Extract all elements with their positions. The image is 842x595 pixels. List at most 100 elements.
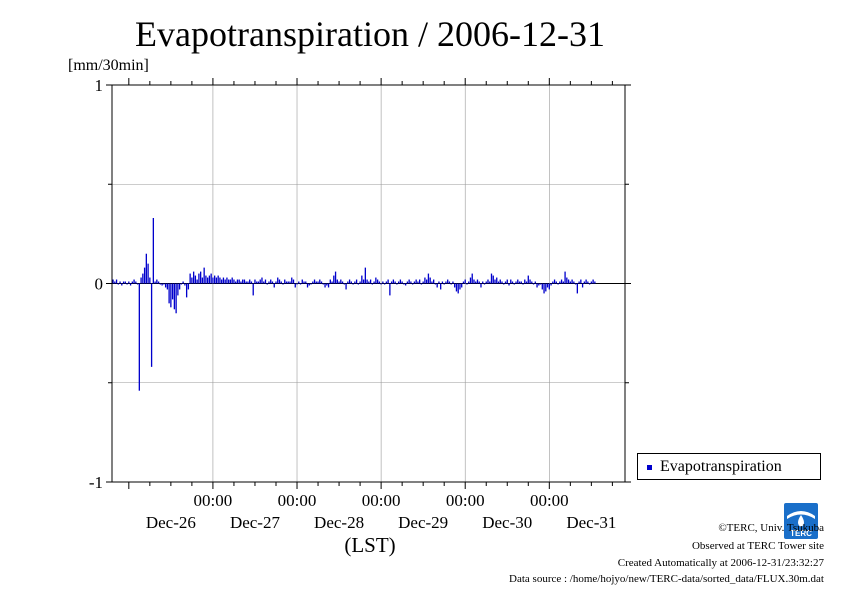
bar xyxy=(380,283,382,285)
bar xyxy=(590,281,593,284)
bar xyxy=(333,275,335,284)
bar xyxy=(482,281,484,284)
legend: Evapotranspiration xyxy=(637,453,821,480)
x-tick-time-label: 00:00 xyxy=(530,491,569,510)
bar xyxy=(497,281,500,284)
bar xyxy=(240,281,242,284)
bar xyxy=(273,283,275,288)
bar xyxy=(553,279,556,284)
bar xyxy=(312,281,314,284)
bar xyxy=(359,281,361,284)
bar xyxy=(375,277,377,284)
bar xyxy=(243,279,246,284)
x-tick-time-label: 00:00 xyxy=(446,491,485,510)
bar xyxy=(229,279,232,284)
bar xyxy=(175,283,177,314)
bar xyxy=(413,281,416,284)
bar xyxy=(334,271,337,284)
bar xyxy=(508,283,510,286)
bar xyxy=(396,283,398,285)
bar xyxy=(445,281,447,284)
bar xyxy=(548,283,550,290)
bar xyxy=(368,281,370,284)
legend-swatch xyxy=(647,465,652,470)
bar xyxy=(580,279,582,284)
x-axis: 00:00 Dec-26 00:00 Dec-27 00:00 Dec-28 00:00 De… xyxy=(128,78,616,532)
bar xyxy=(224,279,226,284)
bar xyxy=(235,281,237,284)
bar xyxy=(571,279,573,284)
bar xyxy=(592,279,594,284)
bar xyxy=(205,275,207,284)
bar xyxy=(426,279,428,284)
bar xyxy=(124,281,126,284)
x-tick-time-label: 00:00 xyxy=(278,491,317,510)
bar xyxy=(299,283,302,285)
bar xyxy=(252,283,254,296)
bar xyxy=(511,281,514,284)
bar xyxy=(531,281,533,284)
bar xyxy=(308,283,310,286)
bar xyxy=(173,283,176,310)
y-tick-label: 0 xyxy=(95,275,104,294)
bar xyxy=(161,283,163,286)
bar xyxy=(112,279,114,284)
bar xyxy=(354,281,356,284)
bar xyxy=(362,279,365,284)
bar xyxy=(496,277,498,284)
bar xyxy=(576,283,579,294)
x-tick-date-label: Dec-27 xyxy=(230,513,281,532)
bar xyxy=(114,281,116,284)
bar xyxy=(364,267,367,284)
bar xyxy=(385,281,388,284)
bar xyxy=(459,283,461,290)
bar xyxy=(520,281,522,284)
bar xyxy=(189,273,191,284)
bar xyxy=(464,279,466,284)
bar xyxy=(475,281,477,284)
bar xyxy=(319,279,321,284)
bar xyxy=(192,271,195,284)
bar xyxy=(454,283,456,288)
bar xyxy=(436,283,438,288)
bar xyxy=(292,279,295,284)
bar xyxy=(574,283,577,285)
bar xyxy=(473,279,475,284)
bar xyxy=(371,283,374,285)
bar xyxy=(355,279,358,284)
bar xyxy=(166,283,169,290)
credit-created: Created Automatically at 2006-12-31/23:3… xyxy=(617,557,824,569)
bar xyxy=(257,281,260,284)
x-tick-date-label: Dec-26 xyxy=(146,513,196,532)
bar xyxy=(415,279,417,284)
bar xyxy=(357,283,359,285)
x-tick-date-label: Dec-29 xyxy=(398,513,448,532)
bar xyxy=(331,281,333,284)
bar xyxy=(157,281,160,284)
bar xyxy=(522,283,524,285)
bar xyxy=(585,279,587,284)
bar xyxy=(256,281,258,284)
bar xyxy=(215,277,218,284)
bar xyxy=(271,281,274,284)
bar xyxy=(373,281,375,284)
bar xyxy=(131,281,133,284)
bar xyxy=(259,279,261,284)
bar xyxy=(457,283,459,294)
bar xyxy=(361,275,363,284)
bar xyxy=(559,281,561,284)
bar xyxy=(397,281,400,284)
bar xyxy=(145,253,147,284)
bar xyxy=(501,281,503,284)
bar xyxy=(291,277,293,284)
bar xyxy=(122,281,125,284)
bar xyxy=(494,279,496,284)
bar xyxy=(119,281,121,284)
credit-source: Data source : /home/hojyo/new/TERC-data/… xyxy=(509,573,824,585)
bar xyxy=(263,281,265,284)
bar xyxy=(238,279,240,284)
bar xyxy=(171,283,174,300)
bar xyxy=(152,217,155,284)
bar xyxy=(128,281,130,284)
bar xyxy=(567,279,570,284)
